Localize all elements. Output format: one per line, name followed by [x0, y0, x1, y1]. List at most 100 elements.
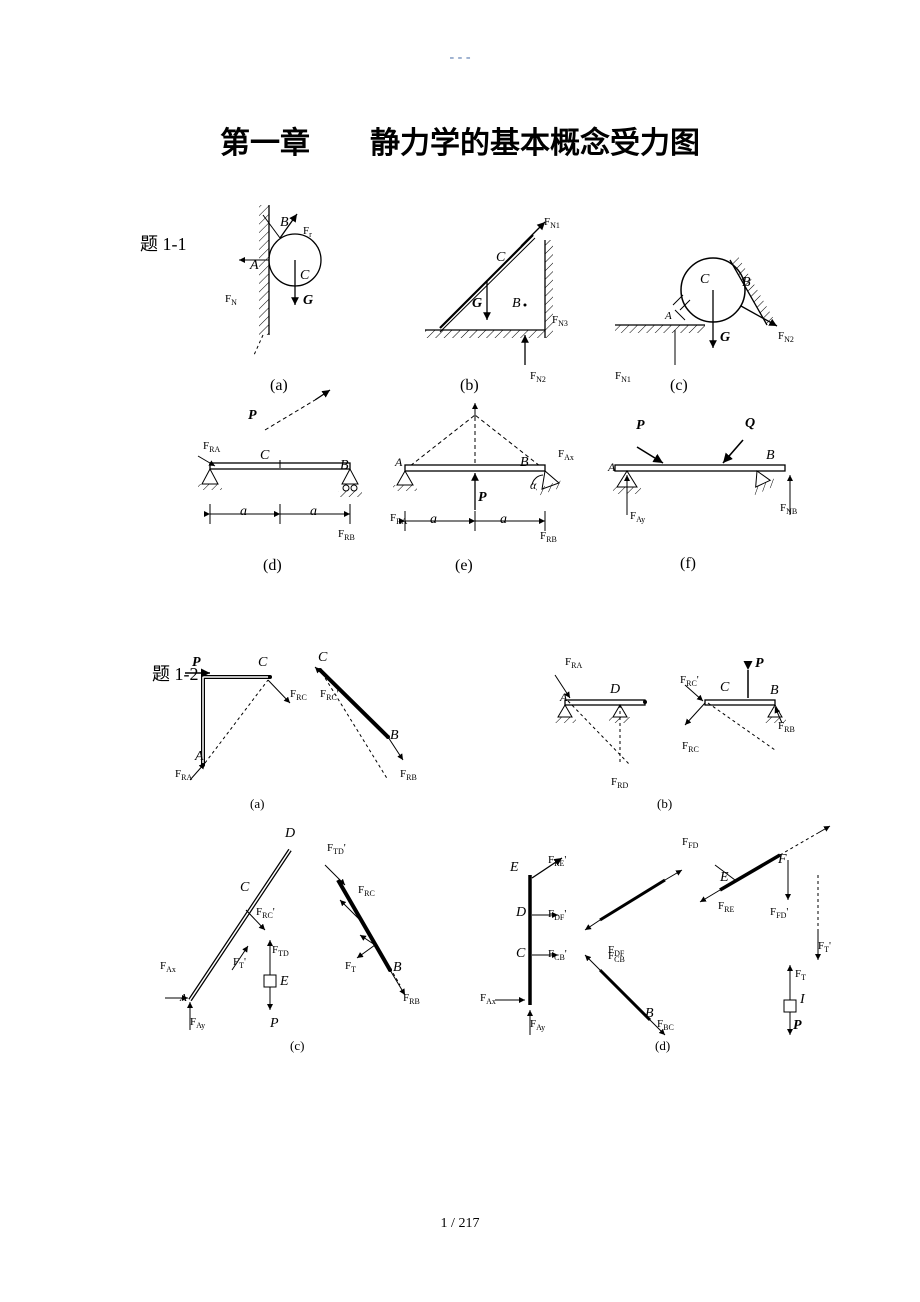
n2a-C: C	[258, 655, 267, 671]
n2c-C: C	[240, 880, 249, 896]
f2a-FRA: FRA	[175, 768, 192, 782]
f2c-FRCp: FRC'	[256, 906, 275, 920]
f2d-FREp: FRE'	[548, 854, 566, 868]
dim-d-a1: a	[240, 504, 247, 520]
chapter-title: 第一章 静力学的基本概念受力图	[220, 118, 700, 162]
n2c-D: D	[285, 826, 295, 842]
f-d-FRB: FRB	[338, 528, 355, 542]
f-e-FRB: FRB	[540, 530, 557, 544]
sub-2c: (c)	[290, 1038, 304, 1054]
sub-e: (e)	[455, 557, 473, 575]
n-c-A: A	[665, 310, 672, 322]
f2d-FDFp: FDF'	[548, 908, 566, 922]
f-a-FN: FN	[225, 293, 237, 307]
f2c-FRC: FRC	[358, 884, 375, 898]
n2b-A: A	[560, 690, 567, 705]
f2c-FAy: FAy	[190, 1016, 205, 1030]
f-b-FN3: FN3	[552, 314, 568, 328]
n-a-G: G	[303, 293, 313, 309]
sub-2a: (a)	[250, 796, 264, 812]
f-e-FRA: FRA	[390, 512, 407, 526]
n2d-E2: E	[720, 870, 729, 886]
n-a-C: C	[300, 268, 309, 284]
f-d-FRA: FRA	[203, 440, 220, 454]
f2d-FAy: FAy	[530, 1018, 545, 1032]
n2a-B: B	[390, 728, 399, 744]
header-dashes: - - -	[450, 50, 471, 66]
f2b-FRC: FRC	[682, 740, 699, 754]
chapter-title-gap	[310, 127, 370, 160]
f2d-FDF: FDF	[608, 944, 624, 958]
page-number: 1 / 217	[441, 1216, 480, 1232]
n-f-P: P	[636, 418, 645, 434]
sub-b: (b)	[460, 377, 479, 395]
n2c-E: E	[280, 974, 289, 990]
sub-2b: (b)	[657, 796, 672, 812]
n2d-B: B	[645, 1006, 654, 1022]
dim-e-a1: a	[430, 512, 437, 528]
f-f-FAy: FAy	[630, 510, 645, 524]
fig-1-1-c	[605, 230, 795, 390]
n-c-C: C	[700, 272, 709, 288]
n2c-B: B	[393, 960, 402, 976]
problem-1-1-label: 题 1-1	[140, 230, 187, 256]
n-e-A: A	[395, 455, 402, 470]
n2a-A: A	[195, 749, 204, 765]
f2c-FTDp: FTD'	[327, 842, 346, 856]
f2b-FRB: FRB	[778, 720, 795, 734]
n-c-G: G	[720, 330, 730, 346]
n2b-C: C	[720, 680, 729, 696]
f-b-FN1: FN1	[544, 216, 560, 230]
document-page: - - - 第一章 静力学的基本概念受力图 题 1-1 题 1-2 A B	[0, 0, 920, 1302]
sub-a: (a)	[270, 377, 288, 395]
n-c-B: B	[742, 275, 751, 291]
fig-1-1-f	[595, 415, 805, 575]
n-b-G: G	[472, 296, 482, 312]
f-c-FN2: FN2	[778, 330, 794, 344]
f2d-FFDp: FFD'	[770, 906, 788, 920]
n2c-P: P	[270, 1016, 279, 1032]
n-b-B: B	[512, 296, 521, 312]
n-a-B: B	[280, 215, 289, 231]
dim-e-a2: a	[500, 512, 507, 528]
n2c-A: A	[180, 992, 187, 1004]
f2c-FT: FT	[345, 960, 356, 974]
n-f-B: B	[766, 448, 775, 464]
f2a-FRC: FRC	[290, 688, 307, 702]
sub-f: (f)	[680, 555, 696, 573]
fig-1-2-a	[175, 655, 445, 825]
f-a-Fr: Fr	[303, 225, 312, 239]
n2d-F: F	[778, 852, 787, 868]
dim-d-a2: a	[310, 504, 317, 520]
f-c-FN1: FN1	[615, 370, 631, 384]
n2d-D: D	[516, 905, 526, 921]
chapter-title-part2: 静力学的基本概念受力图	[370, 127, 700, 160]
f-b-FN2: FN2	[530, 370, 546, 384]
f2d-FTp: FT'	[818, 940, 831, 954]
f2c-FAx: FAx	[160, 960, 176, 974]
n-f-A: A	[608, 460, 615, 475]
n2d-E: E	[510, 860, 519, 876]
n-b-C: C	[496, 250, 505, 266]
n2a-P: P	[192, 655, 201, 671]
n-d-B: B	[340, 458, 349, 474]
n2d-I: I	[800, 992, 805, 1008]
f-e-FAx: FAx	[558, 448, 574, 462]
sub-2d: (d)	[655, 1038, 670, 1054]
f2b-FRD: FRD	[611, 776, 628, 790]
n-d-C: C	[260, 448, 269, 464]
f2a-FRCp: FRC'	[320, 688, 339, 702]
f2b-FRCp: FRC'	[680, 674, 699, 688]
n-e-B: B	[520, 455, 529, 471]
f2d-FRE: FRE	[718, 900, 734, 914]
n2d-C: C	[516, 946, 525, 962]
f2d-FBC: FBC	[657, 1018, 674, 1032]
n-e-alpha: α	[530, 478, 536, 493]
n-d-P: P	[248, 408, 257, 424]
n-e-P: P	[478, 490, 487, 506]
f2a-FRB: FRB	[400, 768, 417, 782]
n2b-B: B	[770, 683, 779, 699]
sub-d: (d)	[263, 557, 282, 575]
sub-c: (c)	[670, 377, 688, 395]
f2c-FTp: FT'	[233, 956, 246, 970]
